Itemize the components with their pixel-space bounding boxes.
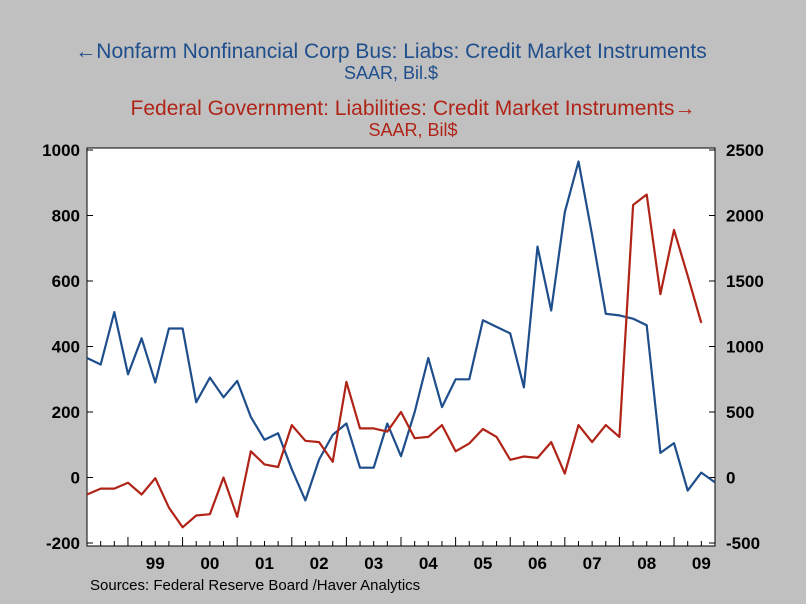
series-line-nonfarm-corp-liabilities [86,160,716,502]
right-axis-tick-label: 0 [726,469,735,488]
left-axis-tick-label: 800 [52,207,80,226]
right-arrow-icon: → [674,97,696,120]
right-axis-tick-label: 1500 [726,272,764,291]
plot-frame [86,147,716,547]
x-axis-tick-label: 00 [200,554,219,573]
x-axis-tick-label: 08 [637,554,656,573]
x-axis-tick-label: 07 [583,554,602,573]
left-axis-tick-label: 400 [52,338,80,357]
x-axis-tick-label: 06 [528,554,547,573]
x-axis-tick-label: 05 [473,554,492,573]
left-axis-tick-label: 200 [52,403,80,422]
x-axis-tick-label: 09 [692,554,711,573]
x-axis-tick-label: 02 [310,554,329,573]
source-note: Sources: Federal Reserve Board /Haver An… [90,577,421,594]
left-axis-tick-label: -200 [46,534,80,553]
left-series-unit: SAAR, Bil.$ [343,63,439,83]
left-axis-tick-label: 600 [52,272,80,291]
x-axis-tick-label: 04 [419,554,438,573]
right-axis-tick-label: 1000 [726,338,764,357]
right-axis-tick-label: 500 [726,403,754,422]
x-axis-tick-label: 99 [146,554,165,573]
x-axis-tick-label: 03 [364,554,383,573]
left-axis-tick-label: 0 [71,469,80,488]
left-axis-tick-label: 1000 [42,141,80,160]
right-axis-tick-label: 2000 [726,207,764,226]
right-series-title: Federal Government: Liabilities: Credit … [130,97,696,120]
right-series-unit: SAAR, Bil$ [368,120,458,140]
right-axis-tick-label: -500 [726,534,760,553]
right-axis-tick-label: 2500 [726,141,764,160]
left-series-title: ←Nonfarm Nonfinancial Corp Bus: Liabs: C… [75,40,707,63]
x-axis-tick-label: 01 [255,554,274,573]
series-line-federal-govt-liabilities [86,193,703,529]
left-arrow-icon: ← [75,40,97,63]
